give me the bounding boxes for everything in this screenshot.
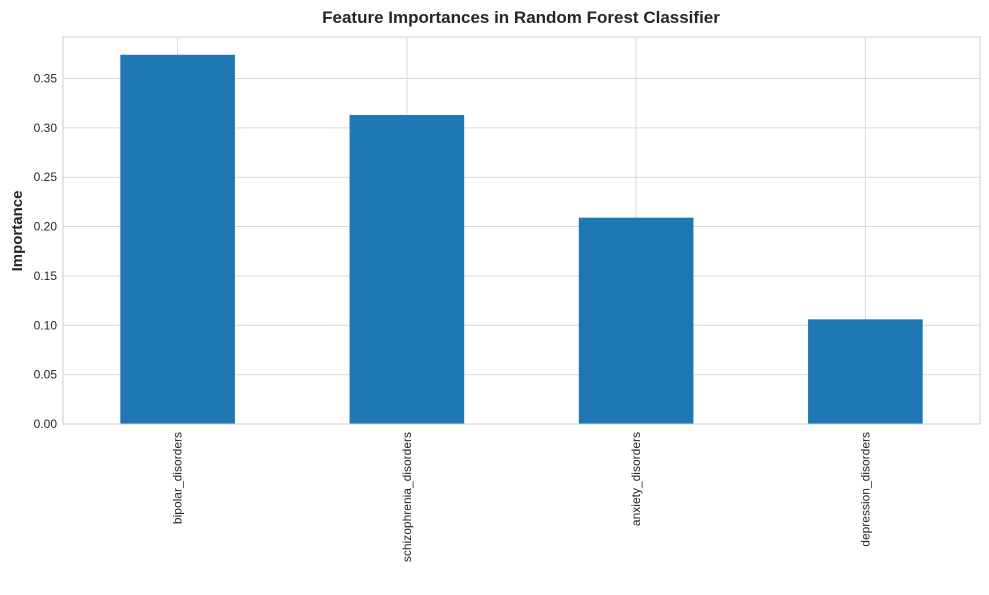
axes-frame	[62, 36, 981, 425]
x-tick-label: depression_disorders	[858, 432, 872, 547]
y-tick-label: 0.35	[34, 71, 58, 85]
bar-schizophrenia-disorders	[349, 114, 465, 425]
y-tick-label: 0.15	[34, 269, 58, 283]
y-tick-label: 0.05	[34, 368, 58, 382]
y-tick-label: 0.00	[34, 417, 58, 431]
y-tick-label: 0.10	[34, 318, 58, 332]
bar-depression-disorders	[808, 319, 923, 424]
x-tick-label: bipolar_disorders	[171, 432, 185, 524]
chart-title: Feature Importances in Random Forest Cla…	[322, 8, 720, 27]
y-axis-label: Importance	[9, 191, 26, 272]
x-tick-label: anxiety_disorders	[629, 432, 643, 526]
bar-anxiety-disorders	[578, 217, 694, 424]
bar-bipolar-disorders	[120, 54, 235, 424]
x-tick-labels: bipolar_disorders schizophrenia_disorders…	[171, 432, 873, 562]
x-tick-label: schizophrenia_disorders	[400, 432, 414, 562]
bars-layer	[120, 54, 923, 425]
y-tick-label: 0.25	[34, 170, 58, 184]
y-tick-labels: 0.00 0.05 0.10 0.15 0.20 0.25 0.30 0.35	[34, 71, 58, 431]
y-tick-label: 0.20	[34, 220, 58, 234]
y-tick-label: 0.30	[34, 121, 58, 135]
